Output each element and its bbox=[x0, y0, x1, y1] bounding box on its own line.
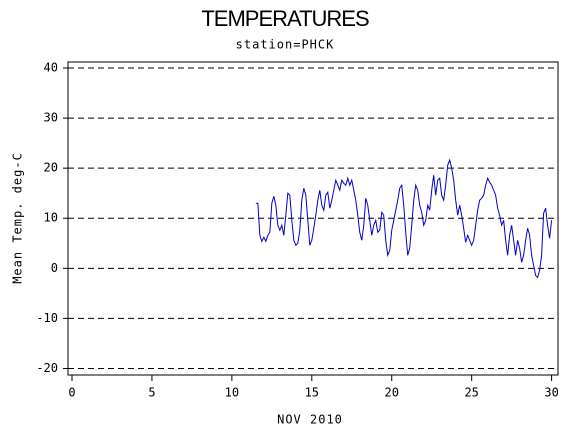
y-axis-label: Mean Temp. deg-C bbox=[11, 152, 25, 284]
x-tick-label: 5 bbox=[148, 386, 155, 400]
x-tick-label: 25 bbox=[464, 386, 478, 400]
x-tick-label: 0 bbox=[68, 386, 75, 400]
chart-title: TEMPERATURES bbox=[201, 6, 369, 31]
y-tick-label: -20 bbox=[36, 361, 58, 375]
x-tick-label: 10 bbox=[225, 386, 239, 400]
y-tick-label: 30 bbox=[44, 111, 58, 125]
y-tick-label: -10 bbox=[36, 311, 58, 325]
chart-subtitle: station=PHCK bbox=[236, 38, 335, 52]
data-line bbox=[255, 158, 553, 279]
x-axis-label: NOV 2010 bbox=[277, 413, 343, 427]
y-tick-label: 20 bbox=[44, 161, 58, 175]
y-tick-label: 0 bbox=[51, 261, 58, 275]
y-tick-label: 10 bbox=[44, 211, 58, 225]
x-tick-label: 15 bbox=[305, 386, 319, 400]
x-tick-label: 30 bbox=[544, 386, 558, 400]
x-tick-label: 20 bbox=[385, 386, 399, 400]
y-tick-label: 40 bbox=[44, 61, 58, 75]
